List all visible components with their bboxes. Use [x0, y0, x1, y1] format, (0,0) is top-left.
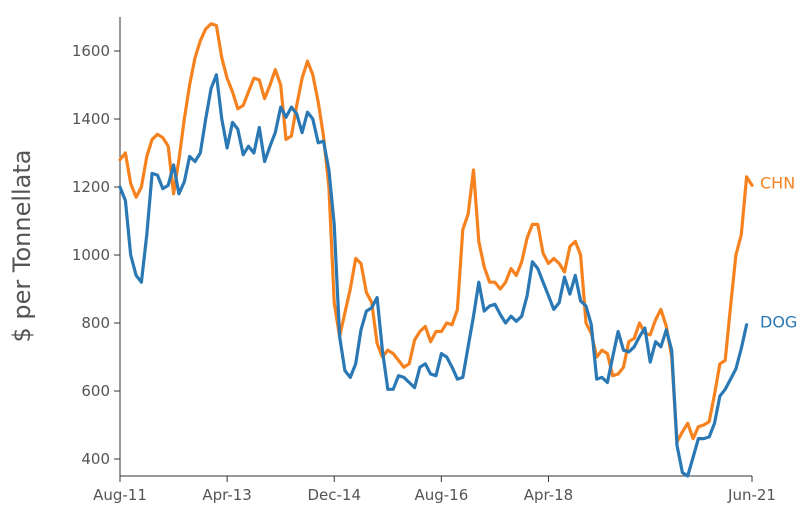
x-tick-label: Apr-18: [524, 486, 574, 504]
y-tick-label: 1400: [72, 110, 110, 128]
x-tick-label: Apr-13: [202, 486, 252, 504]
y-tick-label: 1000: [72, 246, 110, 264]
x-ticks: Aug-11 Apr-13 Dec-14 Aug-16 Apr-18 Jun-21: [93, 476, 776, 504]
series-line-chn: [118, 22, 754, 444]
y-tick-label: 1600: [72, 42, 110, 60]
series-line-dog: [118, 73, 749, 478]
y-tick-label: 400: [81, 450, 110, 468]
x-tick-label: Aug-11: [93, 486, 147, 504]
series-label-chn: CHN: [760, 173, 795, 192]
y-ticks: 400 600 800 1000 1200 1400 1600: [72, 42, 120, 468]
x-tick-label: Aug-16: [414, 486, 468, 504]
axes: [119, 17, 752, 477]
y-axis-label: $ per Tonnellata: [8, 149, 36, 342]
x-tick-label: Jun-21: [727, 486, 776, 504]
y-tick-label: 800: [81, 314, 110, 332]
series-layer: CHN DOG: [118, 22, 797, 478]
y-tick-label: 1200: [72, 178, 110, 196]
x-tick-label: Dec-14: [307, 486, 361, 504]
y-tick-label: 600: [81, 382, 110, 400]
series-label-dog: DOG: [760, 313, 797, 332]
